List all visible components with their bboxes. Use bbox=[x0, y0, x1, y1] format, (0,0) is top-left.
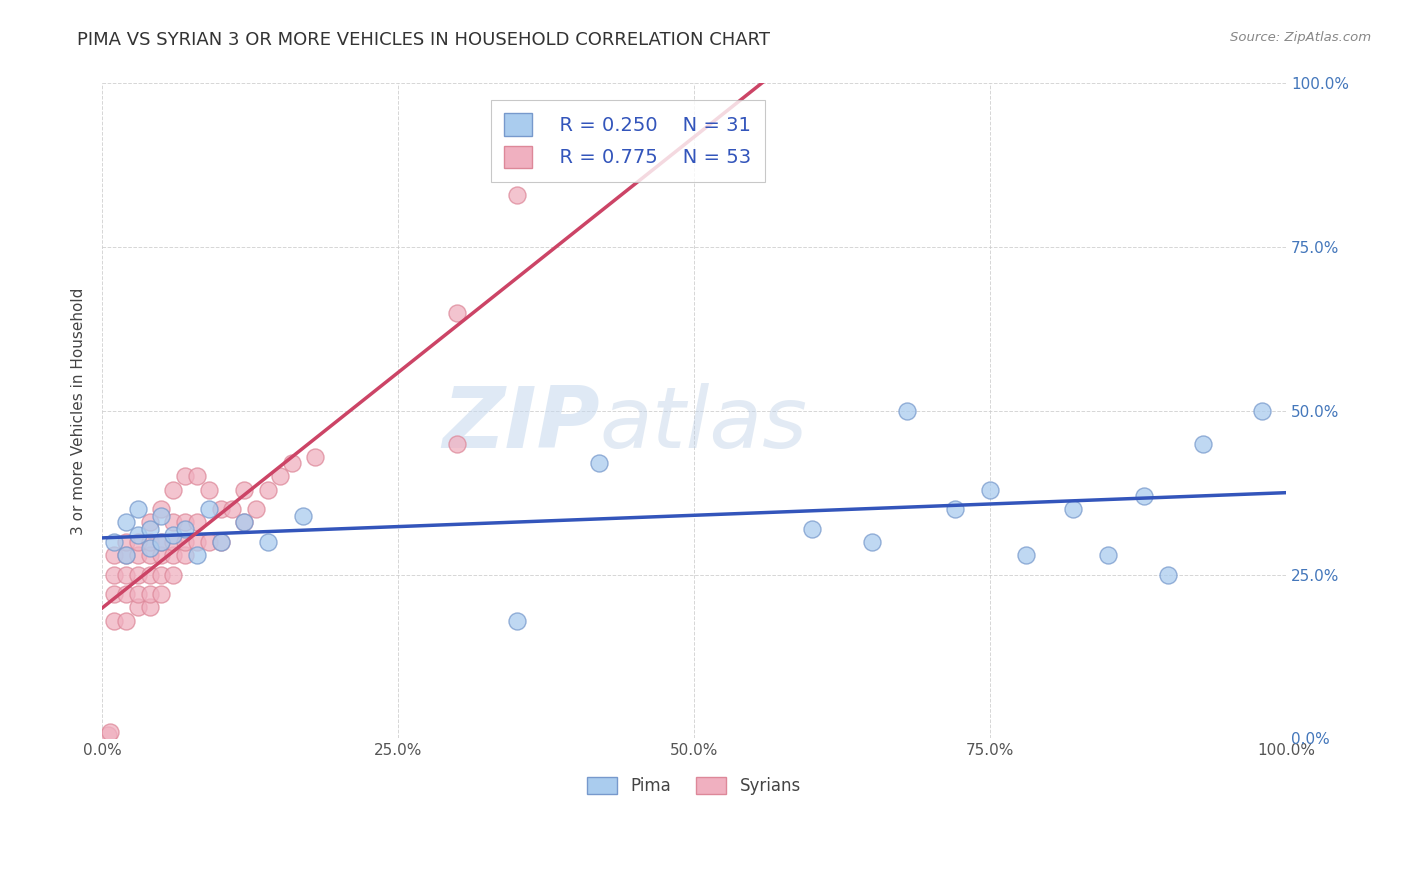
Point bbox=[174, 516, 197, 530]
Point bbox=[138, 522, 160, 536]
Point bbox=[209, 535, 232, 549]
Point bbox=[103, 548, 125, 562]
Point bbox=[127, 548, 149, 562]
Text: atlas: atlas bbox=[599, 383, 807, 466]
Point bbox=[150, 508, 173, 523]
Point bbox=[292, 508, 315, 523]
Point bbox=[304, 450, 326, 464]
Point bbox=[505, 187, 527, 202]
Point bbox=[209, 502, 232, 516]
Point bbox=[103, 567, 125, 582]
Point bbox=[174, 535, 197, 549]
Point bbox=[801, 522, 824, 536]
Point bbox=[150, 502, 173, 516]
Point bbox=[174, 522, 197, 536]
Point bbox=[162, 516, 184, 530]
Point bbox=[186, 548, 208, 562]
Point bbox=[138, 600, 160, 615]
Point bbox=[127, 600, 149, 615]
Point bbox=[162, 483, 184, 497]
Point bbox=[269, 469, 291, 483]
Point bbox=[162, 548, 184, 562]
Text: Source: ZipAtlas.com: Source: ZipAtlas.com bbox=[1230, 31, 1371, 45]
Point bbox=[150, 587, 173, 601]
Point bbox=[162, 567, 184, 582]
Point bbox=[150, 548, 173, 562]
Point bbox=[186, 516, 208, 530]
Point bbox=[1251, 404, 1274, 418]
Point bbox=[127, 502, 149, 516]
Point bbox=[280, 456, 302, 470]
Point bbox=[1097, 548, 1119, 562]
Point bbox=[115, 535, 138, 549]
Point bbox=[505, 614, 527, 628]
Point bbox=[221, 502, 243, 516]
Point bbox=[150, 535, 173, 549]
Point bbox=[446, 436, 468, 450]
Point bbox=[197, 535, 219, 549]
Point bbox=[138, 587, 160, 601]
Point bbox=[588, 456, 610, 470]
Point bbox=[233, 516, 256, 530]
Point bbox=[115, 516, 138, 530]
Point bbox=[174, 548, 197, 562]
Point bbox=[138, 516, 160, 530]
Point bbox=[103, 535, 125, 549]
Legend: Pima, Syrians: Pima, Syrians bbox=[581, 771, 807, 802]
Point bbox=[446, 306, 468, 320]
Point bbox=[233, 516, 256, 530]
Point bbox=[1192, 436, 1215, 450]
Point bbox=[138, 548, 160, 562]
Point bbox=[186, 469, 208, 483]
Point bbox=[115, 567, 138, 582]
Point bbox=[115, 548, 138, 562]
Point bbox=[245, 502, 267, 516]
Point bbox=[127, 535, 149, 549]
Point bbox=[150, 535, 173, 549]
Point bbox=[1133, 489, 1156, 503]
Text: ZIP: ZIP bbox=[441, 383, 599, 466]
Point bbox=[127, 528, 149, 542]
Point bbox=[860, 535, 883, 549]
Point bbox=[979, 483, 1001, 497]
Text: PIMA VS SYRIAN 3 OR MORE VEHICLES IN HOUSEHOLD CORRELATION CHART: PIMA VS SYRIAN 3 OR MORE VEHICLES IN HOU… bbox=[77, 31, 770, 49]
Point bbox=[150, 567, 173, 582]
Point bbox=[197, 502, 219, 516]
Point bbox=[115, 614, 138, 628]
Point bbox=[127, 567, 149, 582]
Point bbox=[115, 587, 138, 601]
Point bbox=[100, 724, 122, 739]
Point bbox=[103, 614, 125, 628]
Point bbox=[1062, 502, 1084, 516]
Point bbox=[174, 469, 197, 483]
Point bbox=[138, 535, 160, 549]
Point bbox=[138, 567, 160, 582]
Point bbox=[1156, 567, 1178, 582]
Point bbox=[197, 483, 219, 497]
Point bbox=[162, 535, 184, 549]
Point bbox=[103, 587, 125, 601]
Point bbox=[97, 728, 120, 742]
Point bbox=[1014, 548, 1036, 562]
Point bbox=[233, 483, 256, 497]
Point bbox=[943, 502, 966, 516]
Point bbox=[138, 541, 160, 556]
Point bbox=[127, 587, 149, 601]
Point bbox=[162, 528, 184, 542]
Y-axis label: 3 or more Vehicles in Household: 3 or more Vehicles in Household bbox=[72, 287, 86, 534]
Point bbox=[209, 535, 232, 549]
Point bbox=[257, 483, 280, 497]
Point bbox=[115, 548, 138, 562]
Point bbox=[257, 535, 280, 549]
Point bbox=[186, 535, 208, 549]
Point bbox=[896, 404, 918, 418]
